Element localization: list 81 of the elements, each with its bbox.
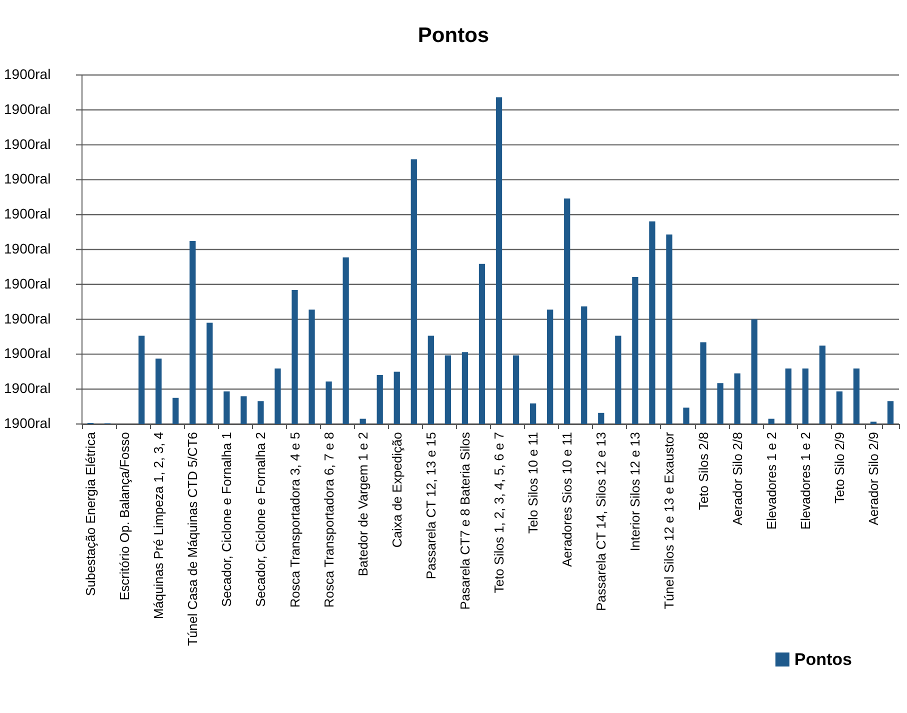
- bar: [700, 342, 706, 424]
- x-tick-label: Teto Silo 2/9: [832, 432, 847, 504]
- bar: [308, 310, 315, 424]
- text: 1900ral: [4, 415, 51, 431]
- x-tick-label: Teto Silos 2/8: [696, 432, 711, 510]
- bar: [224, 391, 230, 424]
- chart-title: Pontos: [418, 24, 490, 47]
- x-tick-label: Rosca Transportadora 3, 4 e 5: [287, 432, 302, 608]
- legend-label: Pontos: [794, 650, 852, 669]
- bar: [292, 290, 298, 424]
- bar: [564, 198, 570, 424]
- x-tick-label: Aerador Silo 2/8: [730, 432, 745, 526]
- bar: [190, 241, 196, 424]
- bar: [581, 306, 588, 424]
- bar: [156, 358, 162, 424]
- x-tick-label: Interior Silos 12 e 13: [628, 432, 643, 552]
- bar: [819, 346, 826, 424]
- bar: [887, 401, 894, 424]
- bar: [683, 408, 690, 424]
- x-tick-label: Passarela CT 14, Silos 12 e 13: [594, 432, 609, 611]
- bar: [258, 401, 264, 424]
- text: 1900ral: [4, 310, 51, 326]
- x-tick-label: Aerador Silo 2/9: [866, 432, 881, 526]
- bar: [206, 322, 213, 424]
- x-tick-label: Telo Silos 10 e 11: [526, 432, 541, 534]
- bar: [478, 264, 486, 424]
- x-tick-label: Passarela CT 12, 13 e 15: [423, 432, 438, 580]
- bar: [360, 418, 366, 424]
- bar: [274, 368, 281, 424]
- text: 1900ral: [4, 206, 51, 222]
- x-tick-label: Túnel Silos 12 e 13 e Exaustor: [662, 431, 677, 610]
- bar: [666, 234, 672, 424]
- text: 1900ral: [4, 136, 51, 152]
- bar: [444, 355, 452, 424]
- bar: [547, 310, 554, 424]
- text: 1900ral: [4, 170, 51, 187]
- bar: [410, 159, 417, 424]
- bar: [632, 276, 638, 424]
- text: 1900ral: [4, 380, 51, 396]
- x-tick-label: Teto Silos 1, 2, 3, 4, 5, 6 e 7: [492, 432, 507, 594]
- bar: [768, 418, 774, 424]
- bar: [462, 352, 468, 424]
- bar: [376, 374, 383, 424]
- bar: [394, 372, 400, 424]
- bar: [615, 336, 622, 424]
- x-tick-label: Elevadores 1 e 2: [764, 432, 779, 530]
- x-tick-label: Secador, Ciclone e Fornalha 2: [253, 432, 268, 607]
- bar: [785, 368, 792, 424]
- bar: [530, 403, 536, 424]
- x-tick-label: Caixa de Expedição: [389, 432, 404, 548]
- bar: [853, 368, 860, 424]
- x-tick-label: Secador, Ciclone e Fornalha 1: [219, 432, 234, 607]
- text: 1900ral: [4, 345, 51, 362]
- bar: [649, 221, 656, 424]
- x-tick-label: Escritório Op. Balança/Fosso: [117, 432, 132, 600]
- bar: [836, 391, 842, 424]
- x-tick-label: Máquinas Pré Limpeza 1, 2, 3, 4: [151, 432, 166, 620]
- bar: [734, 373, 740, 424]
- x-tick-label: Elevadores 1 e 2: [798, 432, 813, 530]
- bar: [717, 383, 724, 424]
- text: 1900ral: [4, 100, 51, 117]
- bar: [496, 97, 502, 424]
- bar: [428, 336, 434, 424]
- text: 1900ral: [4, 240, 51, 256]
- x-tick-label: Rosca Transportadora 6, 7 e 8: [321, 432, 336, 608]
- bar: [342, 257, 349, 424]
- text: 1900ral: [4, 275, 51, 292]
- bar: [138, 336, 145, 424]
- x-tick-label: Subestação Energia Elétrica: [83, 431, 98, 596]
- bar: [512, 355, 520, 424]
- x-tick-label: Batedor de Vargem 1 e 2: [355, 432, 370, 576]
- text: 1900ral: [4, 66, 51, 82]
- bar: [172, 398, 179, 424]
- bar: [326, 382, 332, 424]
- x-tick-label: Túnel Casa de Máquinas CTD 5/CT6: [185, 432, 200, 646]
- bar: [598, 412, 604, 424]
- x-tick-label: Aeradores Sios 10 e 11: [560, 432, 575, 567]
- bar: [802, 368, 808, 424]
- bar: [240, 396, 247, 424]
- bar: [751, 319, 758, 424]
- x-tick-label: Pasarela CT7 e 8 Bateria Silos: [457, 432, 472, 610]
